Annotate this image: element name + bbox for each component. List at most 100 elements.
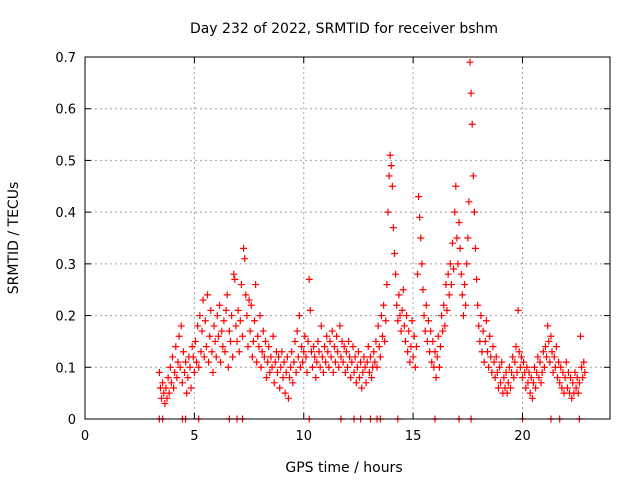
- data-point: [552, 343, 560, 351]
- y-tick-label: 0.4: [55, 206, 76, 221]
- data-point: [371, 358, 379, 366]
- data-point: [252, 281, 260, 289]
- data-point: [299, 358, 307, 366]
- data-point: [335, 363, 343, 371]
- data-point: [386, 151, 394, 159]
- data-point: [419, 286, 427, 294]
- data-point: [510, 374, 518, 382]
- data-point: [267, 353, 275, 361]
- data-point: [274, 368, 281, 376]
- data-point: [298, 343, 306, 351]
- data-point: [302, 353, 310, 361]
- data-point: [444, 270, 452, 278]
- data-point: [563, 384, 571, 392]
- data-point: [464, 234, 472, 242]
- chart-title: Day 232 of 2022, SRMTID for receiver bsh…: [190, 21, 498, 37]
- data-point: [434, 332, 442, 340]
- data-point: [445, 291, 453, 299]
- data-point: [186, 363, 194, 371]
- data-point: [447, 281, 455, 289]
- data-point: [578, 363, 586, 371]
- data-point: [481, 337, 489, 345]
- data-point: [242, 291, 250, 299]
- data-point: [278, 348, 286, 356]
- data-point: [391, 250, 399, 258]
- data-point: [303, 368, 311, 376]
- x-tick-label: 20: [514, 429, 531, 444]
- data-point: [456, 244, 464, 252]
- data-point: [397, 327, 405, 335]
- data-point: [473, 275, 481, 283]
- data-point: [259, 327, 267, 335]
- data-point: [438, 312, 446, 320]
- data-point: [337, 353, 345, 361]
- data-point: [296, 363, 304, 371]
- data-point: [165, 389, 173, 397]
- data-point: [548, 348, 556, 356]
- data-point: [342, 348, 350, 356]
- data-point: [170, 384, 178, 392]
- y-tick-label: 0: [68, 413, 76, 428]
- data-point: [485, 363, 493, 371]
- data-point: [270, 379, 278, 387]
- data-point: [493, 368, 501, 376]
- data-point: [279, 374, 287, 382]
- data-point: [255, 343, 263, 351]
- data-point: [194, 322, 202, 330]
- data-point: [374, 322, 382, 330]
- data-point: [210, 322, 218, 330]
- data-point: [526, 389, 534, 397]
- data-point: [334, 348, 342, 356]
- data-point: [535, 374, 543, 382]
- data-point: [284, 394, 292, 402]
- data-point: [328, 327, 336, 335]
- data-point: [187, 384, 195, 392]
- data-point: [370, 348, 378, 356]
- data-point: [195, 363, 203, 371]
- data-point: [301, 332, 309, 340]
- data-point: [324, 348, 332, 356]
- data-point: [531, 363, 539, 371]
- x-tick-label: 5: [190, 429, 198, 444]
- data-point: [420, 312, 428, 320]
- data-point: [233, 337, 241, 345]
- data-point: [241, 255, 249, 263]
- data-point: [362, 379, 370, 387]
- data-point: [341, 368, 349, 376]
- data-point: [520, 358, 528, 366]
- data-point: [436, 343, 444, 351]
- data-point: [223, 291, 231, 299]
- data-point: [316, 363, 324, 371]
- data-point: [265, 343, 273, 351]
- data-point: [575, 379, 583, 387]
- data-point: [311, 353, 319, 361]
- data-point: [514, 306, 522, 314]
- data-point: [237, 281, 245, 289]
- data-point: [571, 368, 579, 376]
- data-point: [431, 348, 439, 356]
- data-point: [361, 363, 369, 371]
- data-point: [349, 343, 357, 351]
- data-point: [433, 353, 441, 361]
- data-point: [212, 353, 220, 361]
- data-point: [490, 358, 498, 366]
- data-point: [504, 379, 512, 387]
- data-point: [340, 343, 348, 351]
- y-tick-label: 0.7: [55, 51, 76, 66]
- data-point: [183, 389, 191, 397]
- data-point: [452, 182, 460, 190]
- data-point: [200, 353, 208, 361]
- data-point: [451, 208, 459, 216]
- data-point: [395, 291, 403, 299]
- data-point: [394, 317, 402, 325]
- data-point: [364, 343, 372, 351]
- data-point: [408, 317, 416, 325]
- data-point: [347, 374, 355, 382]
- data-point: [381, 337, 389, 345]
- data-point: [327, 353, 335, 361]
- data-point: [312, 374, 320, 382]
- data-point: [344, 363, 351, 371]
- data-point: [574, 389, 582, 397]
- data-point: [539, 348, 547, 356]
- data-point: [461, 281, 469, 289]
